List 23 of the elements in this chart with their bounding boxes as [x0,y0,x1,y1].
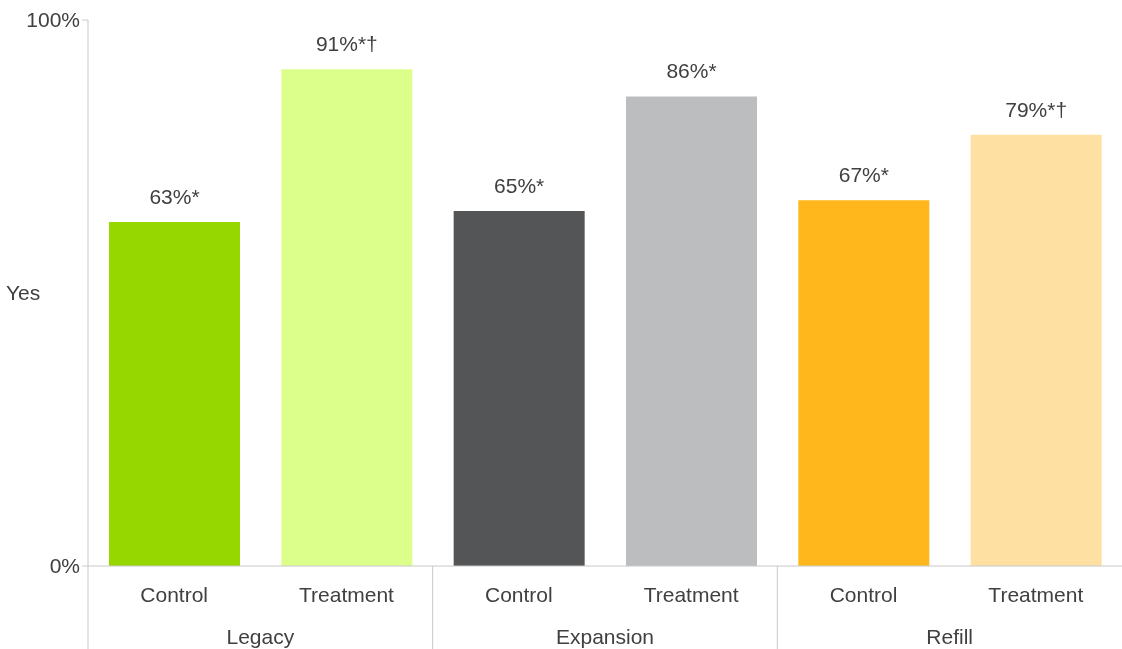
x-tick-label: Treatment [299,583,395,606]
text: Refill [926,625,974,648]
y-axis-title: Yes [6,281,41,305]
x-tick-label: Treatment [988,583,1084,606]
data-label: 63%* [149,185,200,209]
x-tick-label: Treatment [643,583,739,606]
bar [453,211,585,566]
bar [281,69,413,566]
data-label: 67%* [838,163,889,187]
data-label: 86%* [666,59,717,83]
data-label: 91%*† [315,32,378,56]
text: Legacy [226,625,295,648]
bar [970,134,1102,566]
data-label: 65%* [494,174,545,198]
text: Expansion [555,625,655,648]
bar [109,222,240,566]
bar [798,200,930,566]
x-tick-label: Control [140,583,209,606]
y-tick-label: 0% [49,554,80,578]
y-tick-label: 100% [26,8,80,32]
x-tick-label: Control [484,583,553,606]
data-label: 79%*† [1005,97,1068,121]
x-tick-label: Control [829,583,898,606]
